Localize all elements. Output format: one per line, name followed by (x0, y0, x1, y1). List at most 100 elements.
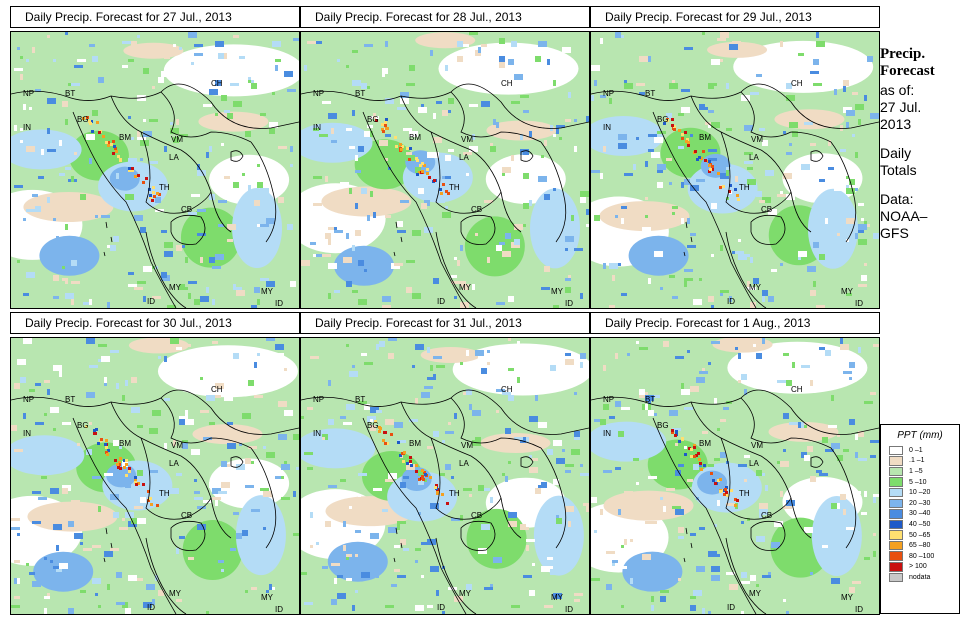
precip-cell (415, 398, 418, 404)
heavy-precip-cell (442, 183, 445, 186)
precip-cell (170, 338, 179, 344)
precip-cell (304, 602, 313, 605)
precip-cell (158, 77, 164, 83)
heavy-precip-cell (401, 452, 404, 455)
precip-cell (310, 242, 316, 245)
precip-cell (382, 305, 391, 308)
precip-cell (131, 41, 137, 47)
precip-cell (580, 362, 583, 368)
precip-cell (639, 347, 648, 350)
precip-cell (600, 509, 603, 515)
precip-cell (726, 170, 729, 176)
heavy-precip-cell (381, 123, 384, 126)
border-line (230, 456, 244, 468)
precip-cell (475, 350, 484, 356)
precip-cell (846, 188, 855, 194)
heavy-precip-cell (125, 459, 128, 462)
precip-cell (421, 575, 424, 578)
precip-cell (496, 122, 499, 128)
precip-cell (448, 77, 454, 80)
precip-cell (50, 407, 59, 413)
precip-area (235, 495, 286, 576)
precip-cell (116, 572, 122, 578)
precip-cell (260, 188, 269, 194)
heavy-precip-cell (709, 168, 712, 171)
precip-cell (137, 518, 146, 524)
precip-cell (502, 251, 511, 257)
border-line (250, 447, 277, 549)
precip-cell (858, 224, 867, 230)
precip-cell (840, 344, 849, 350)
precip-cell (23, 293, 29, 296)
precip-cell (708, 83, 714, 89)
precip-cell (53, 569, 56, 572)
precip-cell (738, 239, 741, 242)
precip-cell (367, 86, 370, 89)
heavy-precip-cell (702, 150, 705, 153)
precip-cell (101, 215, 110, 218)
precip-cell (535, 488, 541, 494)
precip-cell (281, 464, 290, 470)
precip-cell (71, 281, 80, 284)
heavy-precip-cell (123, 459, 126, 462)
precip-cell (684, 446, 687, 449)
precip-cell (128, 116, 131, 119)
heavy-precip-cell (678, 129, 681, 132)
country-label: MY (261, 593, 273, 602)
precip-cell (448, 110, 451, 113)
precip-cell (290, 281, 296, 287)
border-line (450, 91, 542, 143)
precip-cell (556, 515, 559, 518)
precip-cell (873, 551, 876, 557)
precip-cell (152, 296, 161, 299)
legend-swatch (889, 487, 903, 498)
precip-cell (128, 272, 134, 275)
precip-cell (65, 278, 68, 284)
precip-cell (80, 194, 86, 200)
precip-cell (463, 44, 469, 47)
heavy-precip-cell (666, 119, 669, 122)
precip-cell (278, 434, 287, 440)
heavy-precip-cell (386, 127, 389, 130)
precip-cell (681, 89, 690, 92)
precip-cell (340, 479, 346, 482)
precip-cell (789, 143, 792, 146)
precip-cell (580, 473, 589, 476)
precip-cell (14, 125, 17, 131)
precip-cell (385, 419, 394, 425)
heavy-precip-cell (112, 152, 115, 155)
precip-cell (167, 305, 176, 308)
precip-cell (783, 131, 786, 134)
precip-area (39, 235, 100, 276)
precip-cell (544, 266, 550, 272)
precip-cell (526, 437, 529, 443)
precip-cell (185, 419, 194, 425)
precip-cell (852, 581, 861, 584)
precip-cell (328, 239, 331, 245)
precip-cell (843, 80, 849, 86)
precip-cell (293, 491, 296, 497)
precip-cell (550, 365, 556, 371)
legend-swatch (889, 477, 903, 487)
precip-cell (538, 485, 547, 488)
heavy-precip-cell (687, 144, 690, 147)
heavy-precip-cell (694, 150, 697, 153)
country-label: ID (275, 299, 283, 308)
precip-cell (421, 392, 430, 398)
precip-cell (32, 491, 41, 494)
precip-cell (837, 455, 843, 461)
precip-cell (269, 584, 272, 590)
precip-cell (47, 35, 50, 38)
precip-cell (618, 134, 627, 140)
country-label: NP (23, 395, 35, 404)
country-label: VM (461, 441, 473, 450)
precip-cell (864, 557, 870, 560)
country-label: CB (471, 205, 483, 214)
precip-cell (660, 497, 663, 500)
precip-cell (864, 95, 867, 101)
precip-cell (74, 152, 77, 155)
precip-cell (26, 146, 35, 152)
precip-cell (370, 131, 373, 137)
country-label: ID (855, 605, 863, 614)
precip-cell (505, 476, 508, 482)
